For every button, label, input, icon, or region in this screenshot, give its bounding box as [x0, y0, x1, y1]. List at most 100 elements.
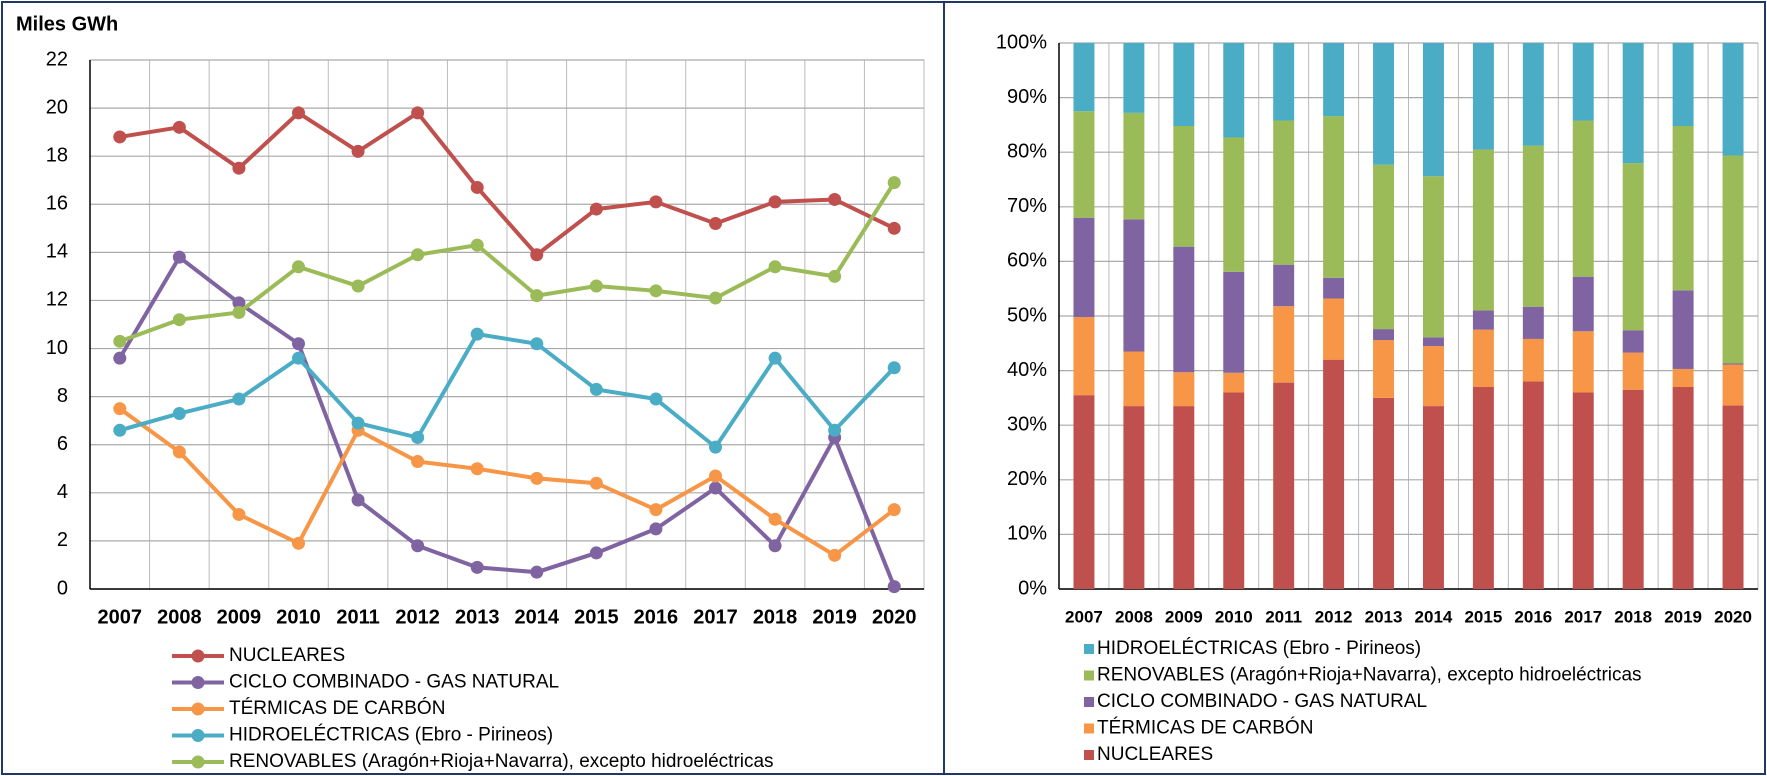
y-tick-label: 30%: [1007, 413, 1047, 435]
bar-segment: [1173, 246, 1195, 373]
bar-segment: [1323, 359, 1345, 589]
bar-segment: [1273, 382, 1295, 589]
bar-segment: [1273, 264, 1295, 307]
point: [589, 382, 603, 396]
point: [232, 305, 246, 319]
point: [530, 337, 544, 351]
legend-marker: [191, 729, 205, 742]
bar-segment: [1422, 176, 1444, 338]
bar-segment: [1572, 120, 1594, 277]
point: [113, 351, 127, 365]
bar-segment: [1123, 406, 1145, 589]
legend-marker: [191, 702, 205, 716]
bar-segment: [1522, 338, 1544, 382]
bar-segment: [1722, 363, 1744, 365]
point: [172, 250, 186, 264]
point: [351, 493, 365, 507]
bar-segment: [1073, 317, 1095, 396]
bar-segment: [1722, 43, 1744, 156]
point: [887, 361, 901, 375]
legend-label: NUCLEARES: [1097, 744, 1213, 765]
y-tick-label: 4: [57, 481, 68, 503]
point: [411, 455, 425, 469]
point: [292, 351, 305, 365]
y-tick-label: 20: [46, 96, 68, 118]
y-tick-label: 20%: [1007, 468, 1047, 490]
y-tick-label: 0: [57, 577, 68, 599]
point: [292, 106, 305, 120]
legend-marker: [191, 755, 205, 769]
bar-segment: [1373, 329, 1395, 341]
point: [709, 440, 722, 454]
point: [768, 195, 782, 209]
bar-segment: [1722, 405, 1744, 589]
y-tick-label: 18: [46, 144, 68, 166]
point: [232, 296, 246, 310]
point: [887, 221, 901, 235]
legend-swatch: [1084, 644, 1094, 654]
point: [649, 284, 663, 298]
x-tick-label: 2017: [693, 606, 738, 628]
x-tick-label: 2011: [1265, 607, 1302, 626]
bar-segment: [1273, 43, 1295, 121]
point: [828, 192, 842, 206]
x-tick-label: 2019: [1664, 607, 1702, 626]
point: [411, 248, 425, 262]
bar-segment: [1323, 298, 1345, 360]
point: [530, 565, 544, 579]
x-tick-label: 2013: [455, 606, 500, 628]
bar-segment: [1722, 155, 1744, 364]
x-tick-label: 2007: [1065, 607, 1103, 626]
point: [887, 580, 901, 594]
bar-segment: [1472, 386, 1494, 589]
bar-segment: [1223, 137, 1245, 272]
x-tick-label: 2008: [157, 606, 202, 628]
x-tick-label: 2007: [98, 606, 143, 628]
x-tick-label: 2013: [1365, 607, 1403, 626]
y-tick-label: 10: [46, 337, 68, 359]
point: [530, 471, 544, 485]
x-tick-label: 2008: [1115, 607, 1153, 626]
y-tick-label: 12: [46, 289, 68, 311]
bar-segment: [1522, 306, 1544, 339]
point: [709, 481, 722, 495]
legend-label: RENOVABLES (Aragón+Rioja+Navarra), excep…: [229, 751, 774, 772]
x-tick-label: 2014: [515, 606, 560, 628]
y-tick-label: 90%: [1007, 86, 1047, 108]
point: [470, 327, 484, 341]
point: [589, 202, 603, 216]
point: [470, 238, 484, 252]
bar-segment: [1123, 112, 1145, 220]
x-tick-label: 2019: [812, 606, 857, 628]
legend-label: RENOVABLES (Aragón+Rioja+Navarra), excep…: [1097, 665, 1642, 686]
x-tick-label: 2016: [634, 606, 679, 628]
bar-segment: [1672, 368, 1694, 387]
legend-label: TÉRMICAS DE CARBÓN: [229, 697, 445, 719]
bar-segment: [1572, 276, 1594, 332]
x-tick-label: 2018: [753, 606, 798, 628]
legend-label: CICLO COMBINADO - GAS NATURAL: [229, 672, 559, 693]
point: [649, 195, 663, 209]
point: [292, 337, 305, 351]
point: [411, 106, 425, 120]
bar-segment: [1672, 125, 1694, 291]
point: [709, 469, 722, 483]
point: [351, 279, 365, 293]
bar-segment: [1073, 395, 1095, 589]
point: [172, 406, 186, 420]
point: [709, 291, 722, 305]
x-tick-label: 2020: [1714, 607, 1752, 626]
point: [828, 423, 842, 437]
y-tick-label: 50%: [1007, 304, 1047, 326]
point: [470, 560, 484, 574]
bar-segment: [1422, 337, 1444, 347]
chart-title: Miles GWh: [16, 13, 118, 35]
bar-segment: [1123, 219, 1145, 352]
x-tick-label: 2009: [1165, 607, 1203, 626]
point: [351, 144, 365, 158]
bar-segment: [1173, 406, 1195, 589]
point: [589, 279, 603, 293]
bar-segment: [1672, 43, 1694, 126]
point: [232, 392, 246, 406]
